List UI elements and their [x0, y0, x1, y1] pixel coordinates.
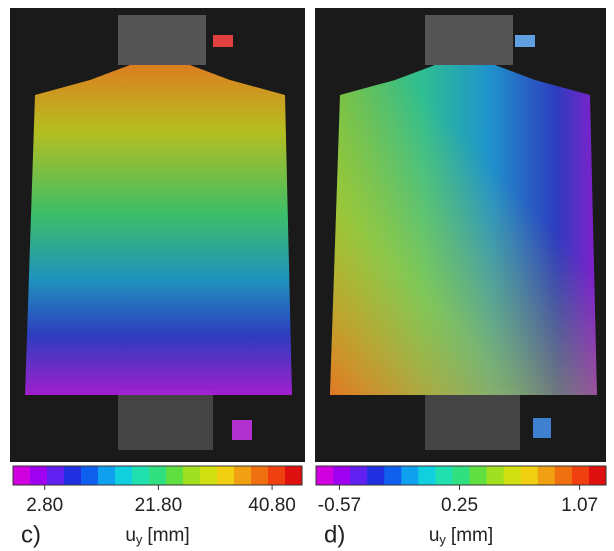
colorbar-segment: [435, 466, 453, 485]
colorbar-segment: [64, 466, 82, 485]
colorbar-segment: [470, 466, 488, 485]
colorbar-segment: [30, 466, 48, 485]
figure: 2.8021.8040.80c)uy[mm]-0.570.251.07d)uy[…: [0, 0, 614, 551]
colorbar-segment: [333, 466, 351, 485]
tick-label: 40.80: [248, 495, 296, 516]
panel-label: d): [324, 521, 345, 548]
colorbar-segment: [555, 466, 573, 485]
colorbar-segment: [268, 466, 286, 485]
colorbar-segment: [316, 466, 334, 485]
axis-label: uy [mm]: [429, 525, 493, 547]
colorbar-segment: [350, 466, 368, 485]
colorbar-segment: [384, 466, 402, 485]
colorbar-segment: [504, 466, 522, 485]
axis-subscript: y: [439, 532, 446, 547]
colorbar-segment: [115, 466, 133, 485]
colorbar-segment: [98, 466, 116, 485]
colorbar-segment: [234, 466, 252, 485]
colorbar-segment: [572, 466, 590, 485]
colorbar-segment: [251, 466, 269, 485]
colorbar-segment: [13, 466, 31, 485]
photo-c: [10, 8, 305, 462]
axis-symbol: u: [125, 525, 136, 546]
tick-label: -0.57: [318, 495, 361, 516]
colorbar-segment: [538, 466, 556, 485]
colorbar-segment: [589, 466, 607, 485]
colorbar-segment: [401, 466, 419, 485]
colorbar-segment: [418, 466, 436, 485]
colorbar-segment: [149, 466, 167, 485]
axis-subscript: y: [136, 532, 143, 547]
axis-unit: [mm]: [147, 525, 189, 546]
colorbar-segment: [47, 466, 65, 485]
colorbar-segment: [183, 466, 201, 485]
colorbar-segment: [132, 466, 150, 485]
colorbar-segment: [452, 466, 470, 485]
tick-label: 21.80: [135, 495, 183, 516]
photo-d: [315, 8, 606, 462]
colorbar-segment: [521, 466, 539, 485]
colorbar-segment: [200, 466, 218, 485]
colorbar-segment: [81, 466, 99, 485]
tick-label: 1.07: [561, 495, 598, 516]
colorbar-segment: [367, 466, 385, 485]
colorbar-segment: [166, 466, 184, 485]
tick-label: 2.80: [26, 495, 63, 516]
colorbar-segment: [487, 466, 505, 485]
axis-label: uy [mm]: [125, 525, 189, 547]
axis-unit: [mm]: [451, 525, 493, 546]
panel-label: c): [21, 521, 41, 548]
colorbar-segment: [285, 466, 303, 485]
axis-symbol: u: [429, 525, 440, 546]
colorbar-segment: [217, 466, 235, 485]
tick-label: 0.25: [441, 495, 478, 516]
